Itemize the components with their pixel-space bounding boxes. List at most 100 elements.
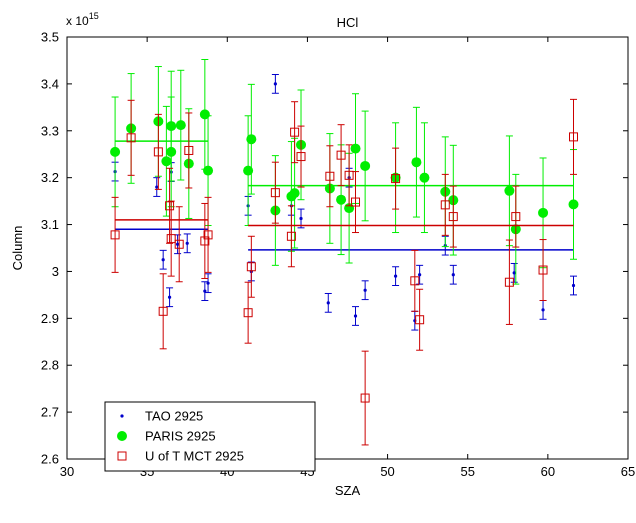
data-point	[246, 262, 256, 272]
series-u-of-t-mct-2925	[110, 98, 579, 446]
data-point	[538, 207, 549, 218]
data-point	[353, 314, 358, 318]
data-point	[568, 199, 579, 210]
data-point	[451, 273, 455, 277]
axis-ticks: 30354045505560652.62.72.82.933.13.23.33.…	[41, 30, 635, 480]
data-point	[165, 201, 175, 211]
data-point	[290, 127, 300, 137]
legend-marker	[120, 414, 124, 418]
y-multiplier-base: x 10	[66, 14, 89, 28]
data-point	[411, 157, 422, 168]
data-point	[351, 197, 361, 207]
legend-label: PARIS 2925	[145, 429, 216, 444]
data-point	[504, 277, 514, 287]
data-point	[184, 145, 194, 155]
data-point	[286, 231, 296, 241]
x-axis-label: SZA	[335, 483, 361, 498]
data-point	[126, 133, 136, 143]
data-point	[393, 274, 398, 278]
y-tick-label: 2.6	[41, 452, 59, 467]
legend-marker	[117, 431, 127, 441]
x-tick-label: 50	[380, 464, 394, 479]
data-point	[203, 289, 207, 293]
data-point	[166, 234, 176, 244]
data-point	[246, 134, 257, 145]
plot-content	[110, 59, 579, 446]
data-point	[504, 185, 515, 196]
data-point	[571, 283, 576, 288]
y-tick-label: 2.8	[41, 358, 59, 373]
y-tick-label: 2.9	[41, 311, 59, 326]
data-point	[200, 236, 210, 246]
chart-title: HCl	[337, 15, 359, 30]
data-point	[110, 230, 120, 240]
y-axis-multiplier: x 1015	[66, 11, 99, 28]
data-point	[155, 185, 159, 189]
axes-box	[66, 36, 629, 460]
y-tick-label: 3.3	[41, 123, 59, 138]
data-point	[203, 165, 214, 176]
data-point	[110, 146, 121, 157]
x-tick-label: 30	[60, 464, 74, 479]
y-tick-label: 2.7	[41, 405, 59, 420]
data-point	[185, 241, 189, 245]
y-tick-label: 3.5	[41, 30, 59, 45]
legend-label: U of T MCT 2925	[145, 449, 244, 464]
data-point	[511, 212, 521, 222]
data-point	[419, 172, 430, 183]
legend: TAO 2925 PARIS 2925 U of T MCT 2925	[104, 401, 316, 472]
x-tick-label: 65	[621, 464, 635, 479]
data-point	[199, 109, 210, 120]
data-point	[448, 212, 458, 222]
data-point	[166, 146, 177, 157]
data-point	[203, 230, 213, 240]
legend-marker	[117, 451, 127, 461]
data-point	[336, 194, 347, 205]
data-point	[243, 308, 253, 318]
data-point	[161, 156, 172, 167]
data-point	[415, 315, 425, 325]
data-point	[243, 165, 254, 176]
x-tick-label: 60	[541, 464, 555, 479]
data-point	[206, 281, 210, 285]
y-tick-label: 3	[52, 264, 59, 279]
data-point	[440, 200, 450, 210]
data-point	[161, 258, 165, 262]
data-point	[175, 120, 186, 131]
data-point	[360, 393, 370, 403]
data-point	[289, 188, 300, 199]
data-point	[153, 147, 163, 157]
data-point	[299, 216, 303, 221]
data-point	[350, 143, 361, 154]
data-point	[273, 82, 277, 86]
legend-box	[104, 401, 316, 472]
data-point	[344, 170, 354, 180]
data-point	[326, 301, 330, 305]
data-point	[175, 242, 180, 246]
data-point	[270, 188, 280, 198]
data-point	[166, 121, 177, 132]
data-point	[391, 174, 401, 184]
data-point	[167, 295, 172, 299]
data-point	[158, 306, 168, 316]
legend-label: TAO 2925	[145, 409, 203, 424]
data-point	[336, 150, 346, 160]
y-tick-label: 3.4	[41, 76, 59, 91]
data-point	[512, 271, 516, 275]
y-tick-label: 3.2	[41, 170, 59, 185]
y-multiplier-exponent: 15	[89, 11, 99, 21]
data-point	[296, 152, 306, 162]
data-point	[538, 265, 548, 275]
data-point	[325, 171, 335, 181]
data-point	[360, 160, 371, 171]
data-point	[541, 308, 545, 312]
data-point	[363, 288, 367, 292]
data-point	[418, 273, 422, 277]
x-tick-label: 55	[460, 464, 474, 479]
y-axis-label: Column	[10, 226, 25, 271]
data-point	[174, 239, 184, 249]
y-tick-label: 3.1	[41, 217, 59, 232]
data-point	[410, 276, 420, 286]
data-point	[569, 132, 579, 142]
